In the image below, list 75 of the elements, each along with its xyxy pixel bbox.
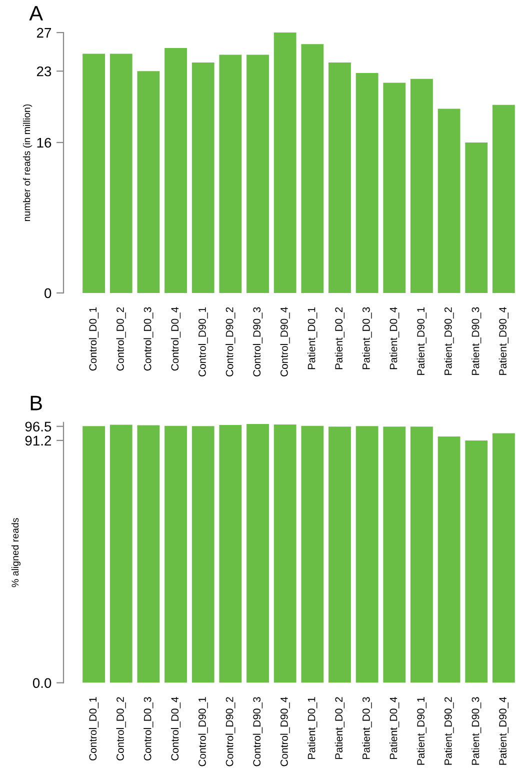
x-tick-label: Control_D90_4 <box>280 696 290 766</box>
x-tick-label: Patient_D90_2 <box>444 697 454 765</box>
x-tick-label: Control_D0_1 <box>88 307 99 371</box>
x-tick-label: Control_D0_4 <box>170 307 181 371</box>
y-tick-label: 16 <box>37 138 52 148</box>
x-tick-label: Patient_D90_1 <box>416 697 426 765</box>
bar <box>410 426 433 683</box>
bar <box>110 54 132 293</box>
bar <box>192 62 214 293</box>
x-tick-label: Patient_D0_1 <box>308 307 318 370</box>
bar <box>137 71 160 293</box>
bar <box>164 426 187 683</box>
bar <box>492 433 515 683</box>
bar <box>82 54 105 293</box>
x-tick-label: Patient_D0_2 <box>334 307 345 370</box>
bar <box>492 104 515 293</box>
bar <box>465 440 488 683</box>
x-tick-label: Control_D0_3 <box>144 307 154 371</box>
bar <box>438 108 460 293</box>
bar <box>383 82 406 293</box>
x-tick-label: Patient_D0_1 <box>308 697 318 759</box>
x-tick-label: Patient_D0_2 <box>334 697 345 759</box>
x-tick-label: Patient_D90_3 <box>472 697 482 765</box>
x-tick-label: Control_D90_2 <box>226 697 236 766</box>
x-tick-label: Control_D0_4 <box>170 696 181 760</box>
y-axis-title: number of reads (in million) <box>23 104 32 221</box>
bar <box>328 426 351 683</box>
x-tick-label: Patient_D90_4 <box>498 307 508 375</box>
bar <box>246 54 269 293</box>
x-tick-label: Control_D90_1 <box>198 307 208 376</box>
y-tick-label: 91.2 <box>25 436 52 446</box>
x-tick-label: Patient_D90_1 <box>416 307 426 375</box>
y-tick-label: 0.0 <box>32 678 52 688</box>
chart-title: A <box>29 6 44 20</box>
bar <box>82 426 105 683</box>
x-tick-label: Control_D0_3 <box>144 697 154 760</box>
bar <box>219 425 242 683</box>
bar <box>110 424 132 683</box>
bar <box>410 78 433 293</box>
bar <box>356 426 378 683</box>
bar <box>137 425 160 683</box>
x-tick-label: Control_D0_2 <box>116 697 126 760</box>
y-tick-label: 23 <box>36 66 52 76</box>
bar <box>465 142 488 293</box>
bar <box>301 44 324 293</box>
bar <box>356 73 378 293</box>
x-tick-label: Patient_D0_3 <box>362 697 372 759</box>
x-tick-label: Patient_D0_3 <box>362 307 372 370</box>
bar <box>192 426 214 683</box>
bar <box>164 48 187 293</box>
bar <box>328 62 351 293</box>
chart-title: B <box>30 396 42 410</box>
x-tick-label: Patient_D90_4 <box>498 696 508 765</box>
x-tick-label: Patient_D90_2 <box>444 307 454 375</box>
bar <box>274 424 296 683</box>
y-tick-label: 0 <box>44 288 52 298</box>
x-tick-label: Patient_D0_4 <box>390 307 400 370</box>
x-tick-label: Control_D90_2 <box>226 307 236 376</box>
x-tick-label: Patient_D0_4 <box>390 696 400 759</box>
bar <box>246 424 269 683</box>
bar <box>274 32 296 293</box>
y-axis-title: % aligned reads <box>11 518 21 588</box>
x-tick-label: Control_D0_2 <box>116 307 126 371</box>
x-tick-label: Control_D90_3 <box>252 307 263 376</box>
bar <box>301 426 324 683</box>
x-tick-label: Control_D90_3 <box>252 697 263 766</box>
y-tick-label: 27 <box>36 28 52 38</box>
bar <box>219 54 242 293</box>
x-tick-label: Control_D90_4 <box>280 307 290 376</box>
bar <box>438 436 460 683</box>
x-tick-label: Patient_D90_3 <box>472 307 482 375</box>
x-tick-label: Control_D90_1 <box>198 697 208 766</box>
x-tick-label: Control_D0_1 <box>88 697 99 760</box>
bar <box>383 426 406 683</box>
y-tick-label: 96.5 <box>25 422 52 432</box>
